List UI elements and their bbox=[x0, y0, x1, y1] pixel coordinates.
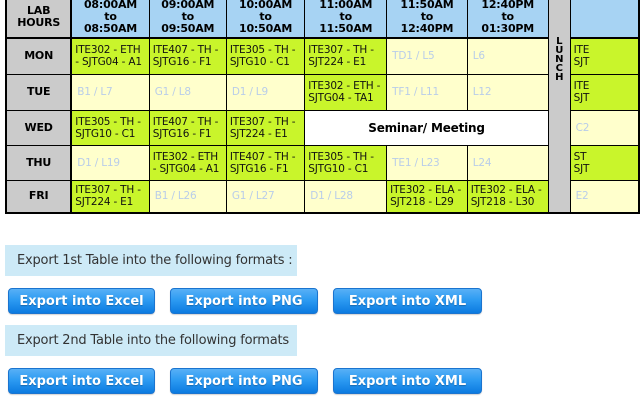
export-xml-button[interactable]: Export into XML bbox=[333, 288, 482, 314]
timetable-section: LAB HOURS 08:00AM to 08:50AM 09:00AM to 09… bbox=[5, 0, 640, 214]
class-cell: ITE307 - TH - SJT224 - E1 bbox=[225, 109, 306, 146]
class-cell: ST SJT bbox=[569, 144, 640, 181]
class-cell: ITE307 - TH - SJT224 - E1 bbox=[304, 37, 388, 75]
class-cell: ITE305 - TH - SJTG10 - C1 bbox=[304, 144, 388, 181]
lab-slot-cell: G1 / L27 bbox=[225, 179, 306, 214]
day-label: THU bbox=[5, 144, 73, 181]
class-cell: ITE SJT bbox=[569, 73, 640, 111]
lab-slot-cell: C2 bbox=[569, 109, 640, 146]
class-cell: ITE407 - TH - SJTG16 - F1 bbox=[148, 37, 227, 75]
class-cell: ITE302 - ELA - SJT218 - L30 bbox=[466, 179, 549, 214]
export-xml-button[interactable]: Export into XML bbox=[333, 368, 482, 394]
time-header: 12:40PM to 01:30PM bbox=[466, 0, 549, 39]
export-1st-table-label: Export 1st Table into the following form… bbox=[5, 245, 297, 276]
class-cell: ITE307 - TH - SJT224 - E1 bbox=[70, 179, 150, 214]
class-cell: ITE305 - TH - SJTG10 - C1 bbox=[225, 37, 306, 75]
day-label: WED bbox=[5, 109, 73, 146]
day-label: FRI bbox=[5, 179, 73, 214]
export-png-button[interactable]: Export into PNG bbox=[170, 368, 318, 394]
export-png-button[interactable]: Export into PNG bbox=[170, 288, 318, 314]
lab-slot-cell: L24 bbox=[466, 144, 549, 181]
lab-slot-cell: TD1 / L5 bbox=[386, 37, 468, 75]
export-excel-button[interactable]: Export into Excel bbox=[8, 368, 155, 394]
lab-slot-cell: D1 / L19 bbox=[70, 144, 150, 181]
time-header: 08:00AM to 08:50AM bbox=[70, 0, 150, 39]
lab-slot-cell: L6 bbox=[466, 37, 549, 75]
lab-slot-cell: E2 bbox=[569, 179, 640, 214]
lab-slot-cell: B1 / L7 bbox=[70, 73, 150, 111]
lab-slot-cell: D1 / L28 bbox=[304, 179, 388, 214]
time-header-partial bbox=[569, 0, 640, 39]
lab-slot-cell: D1 / L9 bbox=[225, 73, 306, 111]
export-2nd-table-label: Export 2nd Table into the following form… bbox=[5, 325, 297, 379]
timetable-row-fri: FRI ITE307 - TH - SJT224 - E1 B1 / L26 G1 /… bbox=[5, 179, 640, 214]
export-excel-button[interactable]: Export into Excel bbox=[8, 288, 155, 314]
timetable-row-thu: THU D1 / L19 ITE302 - ETH - SJTG04 - A1 ITE… bbox=[5, 144, 640, 181]
lab-slot-cell: TE1 / L23 bbox=[386, 144, 468, 181]
seminar-cell: Seminar/ Meeting bbox=[304, 109, 549, 146]
time-header: 11:50AM to 12:40PM bbox=[386, 0, 468, 39]
time-header: 09:00AM to 09:50AM bbox=[148, 0, 227, 39]
class-cell: ITE302 - ELA - SJT218 - L29 bbox=[386, 179, 468, 214]
timetable-row-tue: TUE B1 / L7 G1 / L8 D1 / L9 ITE302 - ETH - S… bbox=[5, 73, 640, 111]
lab-hours-corner-cell: LAB HOURS bbox=[5, 0, 73, 39]
class-cell: ITE SJT bbox=[569, 37, 640, 75]
class-cell: ITE302 - ETH - SJTG04 - A1 bbox=[148, 144, 227, 181]
class-cell: ITE407 - TH - SJTG16 - F1 bbox=[225, 144, 306, 181]
timetable-row-mon: MON ITE302 - ETH - SJTG04 - A1 ITE407 - TH… bbox=[5, 37, 640, 75]
lab-slot-cell: L12 bbox=[466, 73, 549, 111]
class-cell: ITE305 - TH - SJTG10 - C1 bbox=[70, 109, 150, 146]
class-cell: ITE302 - ETH - SJTG04 - A1 bbox=[70, 37, 150, 75]
lab-hours-timetable: LAB HOURS 08:00AM to 08:50AM 09:00AM to 09… bbox=[5, 0, 640, 214]
timetable-row-wed: WED ITE305 - TH - SJTG10 - C1 ITE407 - TH … bbox=[5, 109, 640, 146]
class-cell: ITE302 - ETH - SJTG04 - TA1 bbox=[304, 73, 388, 111]
lab-slot-cell: B1 / L26 bbox=[148, 179, 227, 214]
lab-slot-cell: G1 / L8 bbox=[148, 73, 227, 111]
day-label: MON bbox=[5, 37, 73, 75]
class-cell: ITE407 - TH - SJTG16 - F1 bbox=[148, 109, 227, 146]
time-header: 11:00AM to 11:50AM bbox=[304, 0, 388, 39]
lab-slot-cell: TF1 / L11 bbox=[386, 73, 468, 111]
lunch-column: L U N C H bbox=[547, 0, 571, 214]
time-header: 10:00AM to 10:50AM bbox=[225, 0, 306, 39]
day-label: TUE bbox=[5, 73, 73, 111]
